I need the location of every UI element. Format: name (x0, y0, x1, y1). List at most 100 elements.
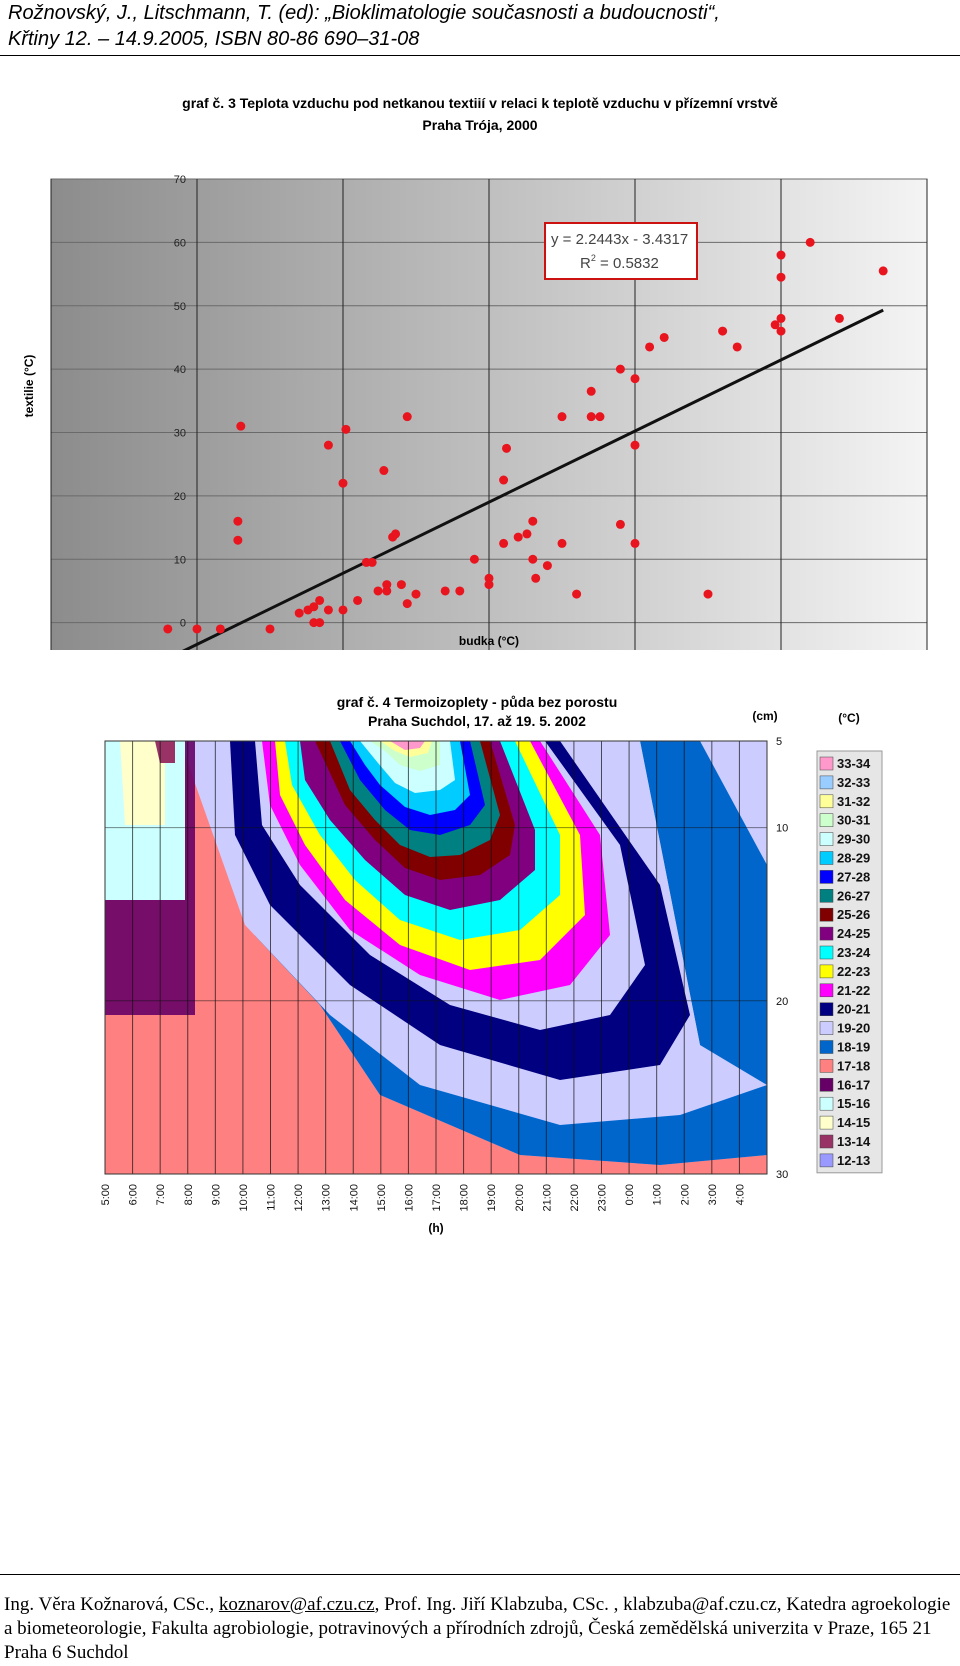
chart3-point (402, 412, 412, 422)
chart4-x-tick: 4:00 (734, 1184, 746, 1205)
chart3-y-tick: 40 (174, 364, 186, 376)
chart3-point (776, 313, 786, 323)
chart4-x-axis-label: (h) (428, 1221, 443, 1235)
chart4-legend-swatch (819, 1078, 834, 1092)
chart4-legend-swatch (819, 1021, 834, 1035)
chart3-point (236, 421, 246, 431)
chart4-legend-label: 29-30 (837, 832, 870, 847)
chart3-point (469, 554, 479, 564)
chart4-y-axis-label: (cm) (752, 709, 777, 723)
chart4-legend-label: 15-16 (837, 1096, 870, 1111)
chart4-x-tick: 6:00 (128, 1184, 140, 1205)
chart3-point (265, 624, 275, 634)
chart3-point (233, 535, 243, 545)
chart4-legend-label: 21-22 (837, 983, 870, 998)
author-email-link[interactable]: koznarov@af.czu.cz (218, 1594, 375, 1615)
chart4-legend-swatch (819, 775, 834, 790)
chart4-legend-swatch (819, 1002, 834, 1016)
chart3-point (309, 602, 319, 612)
chart3-r-squared: R2 = 0.5832 (580, 253, 659, 272)
chart4-x-tick: 16:00 (403, 1184, 415, 1212)
chart3-point (367, 557, 377, 567)
chart4-legend-label: 26-27 (837, 888, 870, 903)
chart3-point (341, 424, 351, 434)
chart4-x-tick: 13:00 (321, 1184, 333, 1212)
chart4-y-tick-labels: 5 10 20 30 (776, 736, 788, 1181)
chart4-x-tick: 7:00 (155, 1184, 167, 1205)
chart4-legend-swatch (819, 1096, 834, 1111)
chart3-point (528, 516, 538, 526)
chart3-point (499, 475, 509, 485)
chart3-point (315, 595, 325, 605)
chart4-x-tick: 3:00 (707, 1184, 719, 1205)
chart3-point (396, 580, 406, 590)
chart4-legend-label: 23-24 (837, 945, 871, 960)
chart4-legend-label: 25-26 (837, 907, 870, 922)
chart3-point (338, 478, 348, 488)
chart4-legend-swatch (819, 889, 834, 903)
chart4-legend-unit: (°C) (838, 711, 859, 725)
chart3-point (630, 374, 640, 384)
chart3-y-tick: 30 (174, 428, 186, 440)
chart4-x-tick: 23:00 (597, 1184, 609, 1212)
chart3-point (338, 605, 348, 615)
chart4-legend-swatch (819, 926, 834, 941)
chart3-point (233, 516, 243, 526)
chart4-legend-swatch (819, 1153, 834, 1168)
chart3-point (382, 586, 392, 596)
chart4-legend-swatch (819, 1115, 834, 1130)
chart4-legend-swatch (819, 1134, 834, 1149)
chart4-x-tick: 20:00 (514, 1184, 526, 1212)
isopleth-chart-graf-4: graf č. 4 Termoizoplety - půda bez poros… (0, 685, 960, 1245)
chart3-point (294, 608, 304, 618)
scatter-chart-graf-3: graf č. 3 Teplota vzduchu pod netkanou t… (0, 90, 960, 715)
chart3-point (522, 529, 532, 539)
header-divider (0, 55, 960, 56)
page-header: Rožnovský, J., Litschmann, T. (ed): „Bio… (8, 0, 948, 52)
chart3-point (718, 326, 728, 336)
chart3-point (484, 580, 494, 590)
chart4-x-tick: 10:00 (238, 1184, 250, 1212)
chart3-y-tick: 50 (174, 301, 186, 313)
chart3-point (703, 589, 713, 599)
chart4-legend-label: 17-18 (837, 1058, 870, 1073)
chart4-legend-swatch (819, 907, 834, 922)
footer-authors-text: Ing. Věra Kožnarová, CSc., (4, 1594, 219, 1615)
chart4-legend-label: 20-21 (837, 1002, 870, 1017)
chart3-point (630, 538, 640, 548)
chart3-point (315, 618, 325, 628)
chart3-point (402, 599, 412, 609)
chart4-x-tick: 22:00 (569, 1184, 581, 1212)
chart4-legend-label: 18-19 (837, 1040, 870, 1055)
chart4-plot-border (104, 740, 768, 1175)
chart4-legend-label: 12-13 (837, 1153, 870, 1168)
chart3-point (192, 624, 202, 634)
chart3-point (645, 342, 655, 352)
chart4-x-tick: 9:00 (210, 1184, 222, 1205)
chart3-point (732, 342, 742, 352)
chart4-x-tick: 5:00 (100, 1184, 112, 1205)
chart4-x-tick: 2:00 (679, 1184, 691, 1205)
chart3-point (776, 326, 786, 336)
chart3-point (373, 586, 383, 596)
chart4-legend-label: 31-32 (837, 794, 870, 809)
chart3-point (659, 332, 669, 342)
chart3-point (586, 412, 596, 422)
chart4-x-tick: 17:00 (431, 1184, 443, 1212)
chart3-point (595, 412, 605, 422)
chart3-point (805, 237, 815, 247)
chart4-legend: 33-34 32-33 31-32 30-31 29-30 28-29 27-28 26-27… (816, 750, 883, 1174)
chart4-y-tick: 10 (776, 823, 788, 835)
chart3-y-tick: 60 (174, 237, 186, 249)
chart3-x-axis-label: budka (°C) (459, 634, 519, 648)
chart4-x-tick: 12:00 (293, 1184, 305, 1212)
chart3-point (770, 320, 780, 330)
chart4-legend-swatch (819, 870, 834, 884)
chart4-legend-swatch (819, 813, 834, 827)
chart3-equation-box: y = 2.2443x - 3.4317 R2 = 0.5832 (544, 222, 698, 280)
chart3-point (586, 386, 596, 396)
chart3-point (455, 586, 465, 596)
chart3-y-axis-label: textilie (°C) (22, 355, 36, 418)
chart4-x-tick-labels: 5:00 6:00 7:00 8:00 9:00 10:00 11:00 12:00 13:00… (100, 1184, 746, 1212)
chart3-point (499, 538, 509, 548)
